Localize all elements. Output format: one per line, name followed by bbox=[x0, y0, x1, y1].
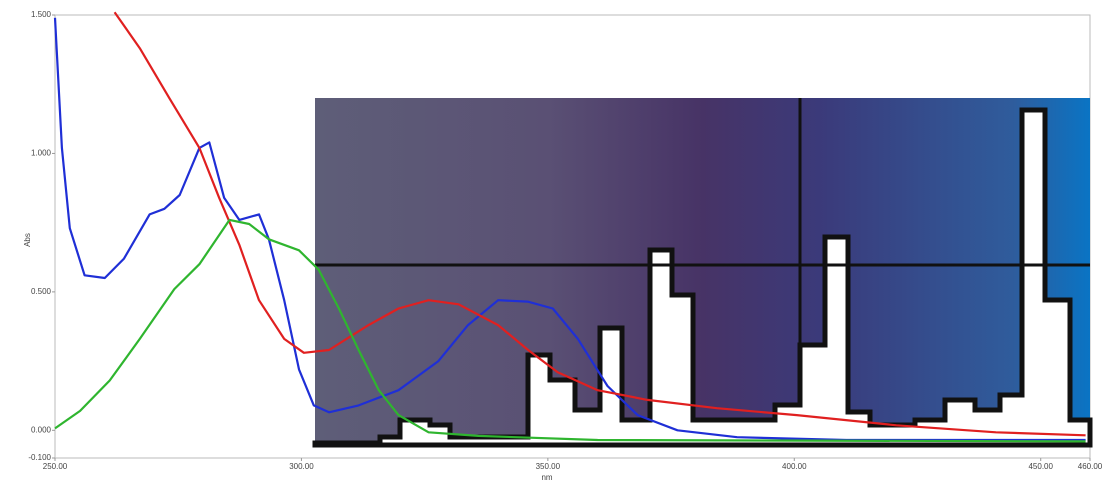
y-tick-label: 0.500 bbox=[31, 287, 52, 296]
y-tick-label: -0.100 bbox=[28, 453, 51, 462]
x-axis-label: nm bbox=[541, 473, 552, 481]
x-tick-label: 460.00 bbox=[1078, 462, 1103, 471]
spectrum-line bbox=[54, 218, 1086, 443]
y-tick-label: 1.500 bbox=[31, 10, 52, 19]
x-tick-label: 450.00 bbox=[1028, 462, 1053, 471]
x-tick-label: 350.00 bbox=[536, 462, 561, 471]
spectrum-line bbox=[53, 17, 1086, 442]
x-tick-label: 400.00 bbox=[782, 462, 807, 471]
y-tick-label: 1.000 bbox=[31, 149, 52, 158]
x-tick-label: 250.00 bbox=[43, 462, 68, 471]
y-tick-label: 0.000 bbox=[31, 425, 52, 434]
overlay-image bbox=[312, 98, 1093, 448]
x-tick-label: 300.00 bbox=[289, 462, 314, 471]
y-axis-label: Abs bbox=[23, 233, 32, 247]
spectrum-line bbox=[113, 11, 1086, 437]
